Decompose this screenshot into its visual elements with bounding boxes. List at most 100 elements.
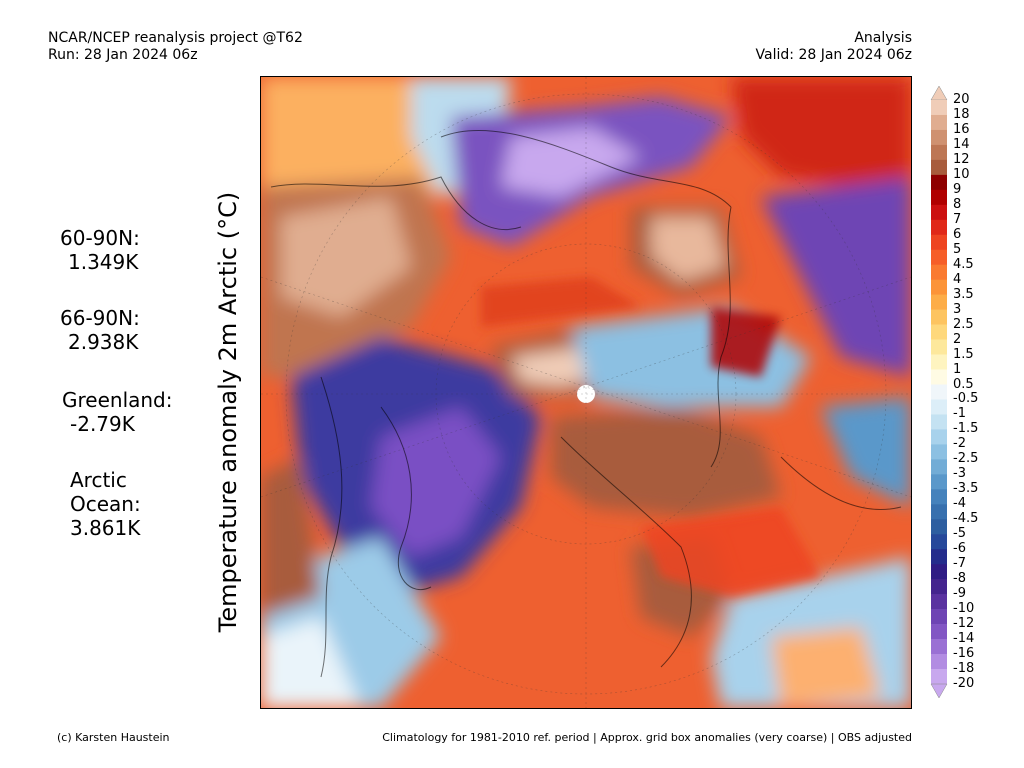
colorbar-swatch — [931, 144, 947, 161]
model-title: NCAR/NCEP reanalysis project @T62 — [48, 30, 303, 46]
colorbar-swatch — [931, 624, 947, 640]
colorbar-tick-label: -7 — [953, 556, 966, 572]
colorbar-tick-label: -3.5 — [953, 481, 979, 497]
colorbar-swatch — [931, 100, 947, 116]
colorbar-swatch — [931, 534, 947, 550]
colorbar-tick-label: 18 — [953, 106, 970, 122]
colorbar-tick-label: 8 — [953, 196, 962, 212]
y-axis-label: Temperature anomaly 2m Arctic (°C) — [214, 191, 242, 633]
stat-label: Arctic Ocean: — [70, 468, 141, 516]
climatology-note: Climatology for 1981-2010 ref. period | … — [382, 731, 912, 744]
colorbar-swatch — [931, 504, 947, 520]
stat-66-90n: 66-90N: 2.938K — [60, 306, 140, 354]
colorbar-tick-label: -2.5 — [953, 451, 979, 467]
pole-marker — [577, 385, 595, 403]
stat-value: -2.79K — [70, 412, 135, 436]
colorbar-tick-label: -2 — [953, 436, 966, 452]
colorbar-max-arrow — [930, 86, 948, 101]
colorbar-tick-label: 3.5 — [953, 286, 974, 302]
colorbar-swatch — [931, 519, 947, 535]
anomaly-map — [260, 76, 912, 709]
colorbar-tick-label: 1.5 — [953, 346, 974, 362]
colorbar-tick-label: -6 — [953, 541, 966, 557]
colorbar-tick-label: 2 — [953, 331, 962, 347]
colorbar-tick-label: 4.5 — [953, 256, 974, 272]
colorbar-swatch — [931, 189, 947, 206]
colorbar-tick-label: -12 — [953, 616, 975, 632]
colorbar-tick-label: 14 — [953, 136, 970, 152]
credit: (c) Karsten Haustein — [57, 731, 170, 744]
colorbar-swatch — [931, 429, 947, 445]
colorbar-tick-label: -3 — [953, 466, 966, 482]
colorbar-tick-label: 0.5 — [953, 376, 974, 392]
colorbar-swatch — [931, 594, 947, 610]
colorbar-swatch — [931, 369, 947, 385]
colorbar-swatch — [931, 234, 947, 251]
colorbar-swatch — [931, 354, 947, 370]
colorbar-swatch — [931, 669, 947, 685]
colorbar-swatch — [931, 324, 947, 340]
colorbar-swatch — [931, 264, 947, 280]
colorbar-swatch — [931, 444, 947, 460]
stat-label: 66-90N: — [60, 306, 140, 330]
stat-60-90n: 60-90N: 1.349K — [60, 226, 140, 274]
colorbar-tick-label: 12 — [953, 151, 970, 167]
colorbar-swatch — [931, 639, 947, 655]
colorbar-swatch — [931, 564, 947, 580]
colorbar-swatch — [931, 294, 947, 310]
run-time: Run: 28 Jan 2024 06z — [48, 47, 198, 63]
colorbar-tick-label: 2.5 — [953, 316, 974, 332]
colorbar-tick-label: -5 — [953, 526, 966, 542]
colorbar-swatch — [931, 174, 947, 191]
colorbar-tick-label: 9 — [953, 181, 962, 197]
colorbar-swatch — [931, 309, 947, 325]
stat-value: 2.938K — [68, 330, 139, 354]
stat-value: 1.349K — [68, 250, 139, 274]
colorbar-tick-label: -14 — [953, 631, 975, 647]
colorbar-swatch — [931, 654, 947, 670]
colorbar-swatch — [931, 384, 947, 400]
header-right: Analysis Valid: 28 Jan 2024 06z — [756, 30, 912, 64]
colorbar-tick-label: -4 — [953, 496, 966, 512]
colorbar-tick-label: 5 — [953, 241, 962, 257]
colorbar-swatch — [931, 609, 947, 625]
colorbar-tick-label: 6 — [953, 226, 962, 242]
colorbar-swatch — [931, 414, 947, 430]
colorbar-swatch — [931, 339, 947, 355]
map-graphic — [261, 77, 911, 708]
valid-time: Valid: 28 Jan 2024 06z — [755, 47, 912, 63]
colorbar-tick-label: 3 — [953, 301, 962, 317]
colorbar-swatch — [931, 459, 947, 475]
colorbar-tick-label: 10 — [953, 166, 970, 182]
colorbar-swatch — [931, 129, 947, 146]
colorbar-swatch — [931, 399, 947, 415]
header-left: NCAR/NCEP reanalysis project @T62 Run: 2… — [48, 30, 303, 64]
colorbar-tick-label: -9 — [953, 586, 966, 602]
stat-greenland: Greenland: -2.79K — [62, 388, 173, 436]
colorbar-swatch — [931, 474, 947, 490]
stat-value: 3.861K — [70, 516, 141, 540]
colorbar-tick-label: 4 — [953, 271, 962, 287]
colorbar-tick-label: -16 — [953, 646, 975, 662]
colorbar-tick-label: 7 — [953, 211, 962, 227]
analysis-label: Analysis — [854, 30, 912, 46]
colorbar-swatch — [931, 114, 947, 131]
colorbar-swatch — [931, 279, 947, 295]
colorbar-tick-label: -0.5 — [953, 391, 979, 407]
colorbar-tick-label: -8 — [953, 571, 966, 587]
colorbar-tick-label: -1.5 — [953, 421, 979, 437]
colorbar-tick-label: -18 — [953, 661, 975, 677]
colorbar-tick-label: 1 — [953, 361, 962, 377]
colorbar-tick-label: -4.5 — [953, 511, 979, 527]
colorbar-swatch — [931, 549, 947, 565]
colorbar — [930, 86, 948, 698]
colorbar-swatch — [931, 204, 947, 221]
stat-arctic-ocean: Arctic Ocean: 3.861K — [70, 468, 180, 540]
stat-label: 60-90N: — [60, 226, 140, 250]
colorbar-tick-label: -1 — [953, 406, 966, 422]
colorbar-swatch — [931, 489, 947, 505]
colorbar-tick-label: 20 — [953, 92, 970, 107]
colorbar-min-arrow — [930, 683, 948, 698]
stat-label: Greenland: — [62, 388, 173, 412]
colorbar-swatch — [931, 219, 947, 236]
